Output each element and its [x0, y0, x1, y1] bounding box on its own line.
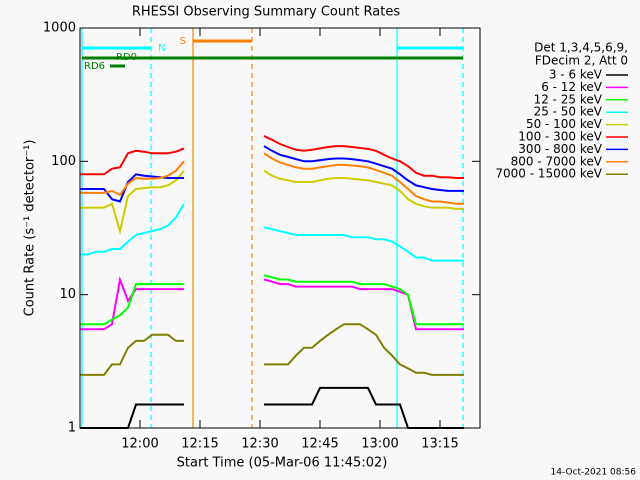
x-tick-label: 13:00 [361, 437, 398, 452]
y-tick-label: 1 [68, 421, 76, 436]
y-axis-label: Count Rate (s⁻¹ detector⁻¹) [23, 140, 38, 317]
series-line [80, 203, 464, 262]
flag-label: RD0 [116, 52, 137, 63]
y-tick-label: 100 [51, 154, 76, 169]
series-line [80, 145, 464, 203]
series-line [80, 169, 464, 236]
x-tick-label: 12:30 [241, 437, 278, 452]
x-axis-label: Start Time (05-Mar-06 11:45:02) [177, 456, 388, 471]
x-tick-label: 12:00 [121, 437, 158, 452]
legend-label: 7000 - 15000 keV [495, 167, 602, 181]
legend-label: 25 - 50 keV [534, 105, 603, 119]
footer: 14-Oct-2021 08:56 [551, 468, 637, 478]
legend-header: Det 1,3,4,5,6,9, [534, 41, 628, 55]
series-line [80, 323, 464, 376]
flag-label: RD6 [84, 61, 105, 72]
plot-frame [79, 27, 481, 429]
legend-label: 800 - 7000 keV [511, 154, 603, 168]
flag-label: S [180, 36, 186, 47]
chart-title: RHESSI Observing Summary Count Rates [132, 5, 401, 20]
legend-label: 300 - 800 keV [518, 142, 602, 156]
x-tick-label: 13:15 [421, 437, 458, 452]
series-line [80, 152, 464, 205]
legend-label: 3 - 6 keV [549, 68, 603, 82]
legend-label: 12 - 25 keV [534, 92, 603, 106]
y-tick-label: 1000 [43, 21, 76, 36]
flag-label: N [158, 43, 165, 54]
legend-header: FDecim 2, Att 0 [535, 54, 628, 68]
legend-label: 50 - 100 keV [526, 117, 603, 131]
y-tick-label: 10 [59, 287, 76, 302]
legend-label: 6 - 12 keV [541, 80, 603, 94]
x-tick-label: 12:45 [301, 437, 338, 452]
x-tick-label: 12:15 [181, 437, 218, 452]
legend-label: 100 - 300 keV [518, 130, 602, 144]
series-line [80, 274, 464, 326]
series-line [80, 135, 464, 179]
